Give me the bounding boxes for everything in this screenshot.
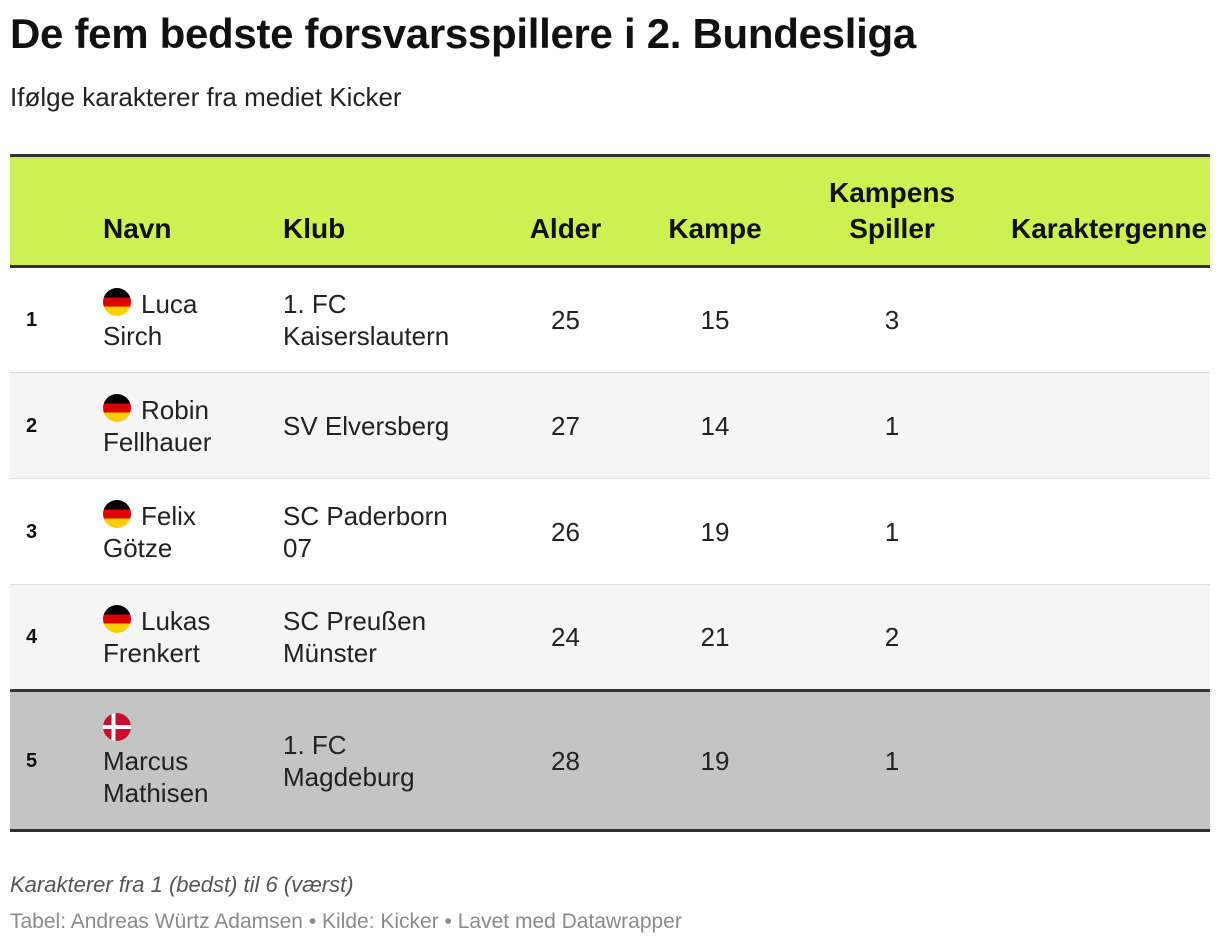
last-name: Frenkert xyxy=(103,638,200,668)
header-age[interactable]: Alder xyxy=(498,154,633,268)
rating-cell xyxy=(987,372,1210,479)
header-motm[interactable]: Kampens Spiller xyxy=(797,154,987,268)
table-row: 3 Felix Götze SC Paderborn 07 26 19 1 xyxy=(10,478,1210,585)
last-name: Sirch xyxy=(103,321,163,351)
table-header-row: Navn Klub Alder Kampe Kampens Spiller Ka… xyxy=(10,154,1210,268)
rating-cell xyxy=(987,690,1210,832)
club-cell: SV Elversberg xyxy=(283,372,498,479)
table-row: 4 Lukas Frenkert SC Preußen Münster 24 21 2 xyxy=(10,584,1210,691)
header-motm-label: Kampens Spiller xyxy=(828,177,956,244)
credits: Tabel: Andreas Würtz Adamsen • Kilde: Ki… xyxy=(10,910,682,933)
player-table: Navn Klub Alder Kampe Kampens Spiller Ka… xyxy=(10,154,1210,832)
club-cell: 1. FC Magdeburg xyxy=(283,690,498,832)
denmark-flag-icon xyxy=(103,712,131,741)
table-row: 1 Luca Sirch 1. FC Kaiserslautern 25 15 3 xyxy=(10,266,1210,373)
age-cell: 25 xyxy=(498,266,633,373)
rank-cell: 5 xyxy=(10,690,103,832)
header-club[interactable]: Klub xyxy=(283,154,498,268)
name-cell: Marcus Mathisen xyxy=(103,690,283,832)
club-name: 1. FC Kaiserslautern xyxy=(283,289,450,351)
first-name: Felix xyxy=(141,500,196,531)
matches-cell: 21 xyxy=(633,584,797,691)
first-name: Luca xyxy=(141,289,198,319)
rank-cell: 4 xyxy=(10,584,103,691)
rating-cell xyxy=(987,584,1210,691)
header-rating[interactable]: Karaktergenne xyxy=(987,154,1210,268)
motm-cell: 2 xyxy=(797,584,987,691)
matches-cell: 19 xyxy=(633,478,797,585)
matches-cell: 14 xyxy=(633,372,797,479)
club-name: SC Preußen Münster xyxy=(283,606,427,668)
club-name: SV Elversberg xyxy=(283,410,450,441)
last-name: Mathisen xyxy=(103,777,209,808)
matches-cell: 19 xyxy=(633,690,797,832)
age-cell: 28 xyxy=(498,690,633,832)
club-name: SC Paderborn 07 xyxy=(283,500,448,563)
table-row: 2 Robin Fellhauer SV Elversberg 27 14 1 xyxy=(10,372,1210,479)
table-row: 5 Marcus Mathisen 1. FC Magdeburg 28 19 1 xyxy=(10,690,1210,832)
name-cell: Felix Götze xyxy=(103,478,283,585)
chart-subtitle: Ifølge karakterer fra mediet Kicker xyxy=(10,82,402,112)
germany-flag-icon xyxy=(103,499,131,528)
age-cell: 26 xyxy=(498,478,633,585)
rank-cell: 2 xyxy=(10,372,103,479)
club-cell: 1. FC Kaiserslautern xyxy=(283,266,498,373)
name-cell: Robin Fellhauer xyxy=(103,372,283,479)
rank-cell: 1 xyxy=(10,266,103,373)
first-name: Robin xyxy=(141,394,209,425)
age-cell: 24 xyxy=(498,584,633,691)
first-name: Marcus xyxy=(103,745,189,776)
last-name: Fellhauer xyxy=(103,426,212,457)
motm-cell: 3 xyxy=(797,266,987,373)
rating-cell xyxy=(987,266,1210,373)
motm-cell: 1 xyxy=(797,690,987,832)
header-name[interactable]: Navn xyxy=(103,154,283,268)
first-name: Lukas xyxy=(141,606,211,636)
rating-cell xyxy=(987,478,1210,585)
name-cell: Luca Sirch xyxy=(103,266,283,373)
age-cell: 27 xyxy=(498,372,633,479)
header-rank xyxy=(10,154,103,268)
club-name: 1. FC Magdeburg xyxy=(283,729,415,792)
germany-flag-icon xyxy=(103,393,131,422)
germany-flag-icon xyxy=(103,288,131,316)
table-body: 1 Luca Sirch 1. FC Kaiserslautern 25 15 3 2 Robi… xyxy=(10,266,1210,832)
motm-cell: 1 xyxy=(797,478,987,585)
germany-flag-icon xyxy=(103,605,131,633)
name-cell: Lukas Frenkert xyxy=(103,584,283,691)
motm-cell: 1 xyxy=(797,372,987,479)
matches-cell: 15 xyxy=(633,266,797,373)
chart-title: De fem bedste forsvarsspillere i 2. Bund… xyxy=(10,10,916,57)
last-name: Götze xyxy=(103,532,173,563)
club-cell: SC Paderborn 07 xyxy=(283,478,498,585)
footnote: Karakterer fra 1 (bedst) til 6 (værst) xyxy=(10,872,354,897)
rank-cell: 3 xyxy=(10,478,103,585)
club-cell: SC Preußen Münster xyxy=(283,584,498,691)
header-matches[interactable]: Kampe xyxy=(633,154,797,268)
